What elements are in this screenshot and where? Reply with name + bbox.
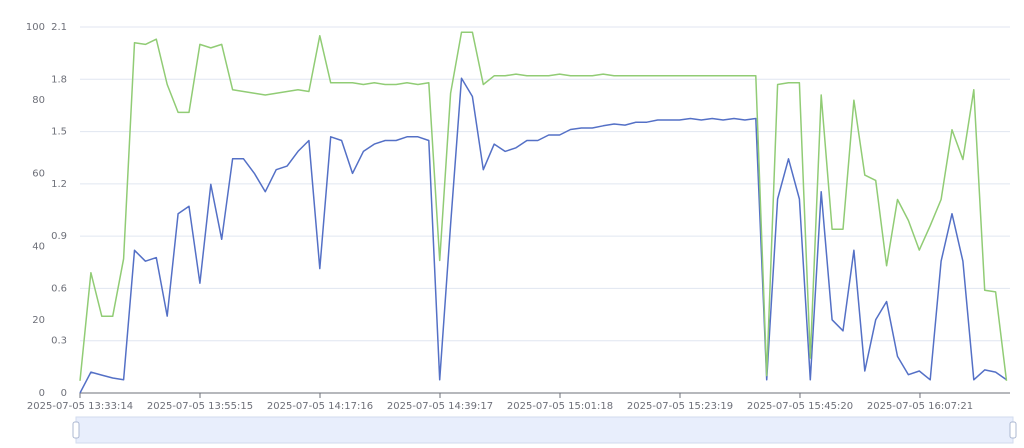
y2-tick-label: 0.6	[51, 283, 67, 294]
y2-tick-label: 1.8	[51, 74, 67, 85]
y2-tick-label: 0	[61, 388, 67, 399]
x-tick-label: 2025-07-05 13:55:15	[147, 401, 253, 412]
y2-tick-label: 1.5	[51, 127, 67, 138]
line-series	[79, 77, 1007, 394]
x-tick-label: 2025-07-05 15:45:20	[747, 401, 853, 412]
y2-tick-label: 2.1	[51, 22, 67, 33]
x-tick-label: 2025-07-05 14:17:16	[267, 401, 373, 412]
y2-tick-label: 0.3	[51, 336, 67, 347]
zoom-slider[interactable]	[75, 416, 1014, 444]
y-tick-label: 0	[39, 388, 45, 399]
line-series	[79, 31, 1008, 381]
x-tick-label: 2025-07-05 13:33:14	[27, 401, 133, 412]
y-tick-label: 100	[26, 22, 45, 33]
y2-tick-label: 1.2	[51, 179, 67, 190]
x-tick-label: 2025-07-05 15:01:18	[507, 401, 613, 412]
zoom-handle[interactable]	[1009, 421, 1017, 439]
y-tick-label: 80	[32, 95, 45, 106]
x-tick-label: 2025-07-05 16:07:21	[867, 401, 973, 412]
x-tick-label: 2025-07-05 14:39:17	[387, 401, 493, 412]
zoom-handle[interactable]	[72, 421, 80, 439]
y2-tick-label: 0.9	[51, 231, 67, 242]
y-tick-label: 20	[32, 315, 45, 326]
x-tick-label: 2025-07-05 15:23:19	[627, 401, 733, 412]
y-tick-label: 40	[32, 242, 45, 253]
y-tick-label: 60	[32, 168, 45, 179]
